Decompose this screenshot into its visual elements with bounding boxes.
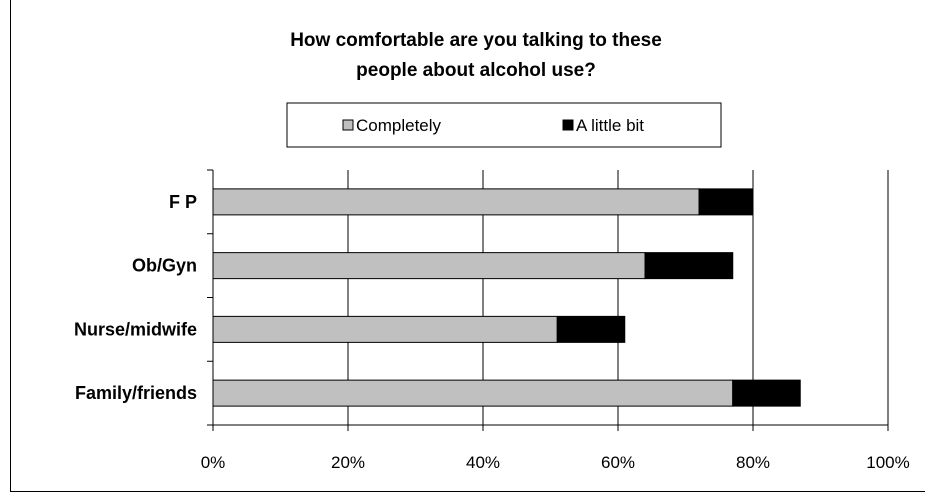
x-tick-label-5: 100% [866, 453, 909, 472]
legend-box [286, 102, 722, 148]
chart-frame [10, 0, 925, 492]
bar-family-friends-completely [212, 379, 734, 407]
bar-ob-gyn-a-little-bit [644, 252, 734, 280]
bar-f-p-a-little-bit [698, 188, 754, 216]
legend-label-a-little-bit: A little bit [576, 116, 644, 135]
legend: Completely A little bit [286, 102, 722, 148]
chart-title-line-1: How comfortable are you talking to these [290, 30, 662, 51]
legend-swatch-a-little-bit [562, 119, 574, 131]
y-category-label-3: Family/friends [75, 383, 197, 403]
bar-ob-gyn-completely [212, 252, 646, 280]
x-tick-label-1: 20% [331, 453, 365, 472]
chart-title-line-2: people about alcohol use? [356, 60, 596, 81]
x-tick-label-4: 80% [736, 453, 770, 472]
x-tick-label-0: 0% [201, 453, 226, 472]
legend-label-completely: Completely [356, 116, 442, 135]
x-tick-label-3: 60% [601, 453, 635, 472]
plot-area: 0% 20% 40% 60% 80% 100% F P Ob/Gyn Nurse/midwife… [74, 169, 910, 472]
bar-f-p-completely [212, 188, 700, 216]
y-category-label-0: F P [169, 192, 197, 212]
bar-nurse-midwife-a-little-bit [556, 315, 626, 343]
bar-family-friends-a-little-bit [732, 379, 801, 407]
y-category-label-2: Nurse/midwife [74, 319, 197, 339]
bar-nurse-midwife-completely [212, 315, 558, 343]
legend-swatch-completely [342, 119, 354, 131]
y-category-label-1: Ob/Gyn [132, 256, 197, 276]
x-tick-label-2: 40% [466, 453, 500, 472]
